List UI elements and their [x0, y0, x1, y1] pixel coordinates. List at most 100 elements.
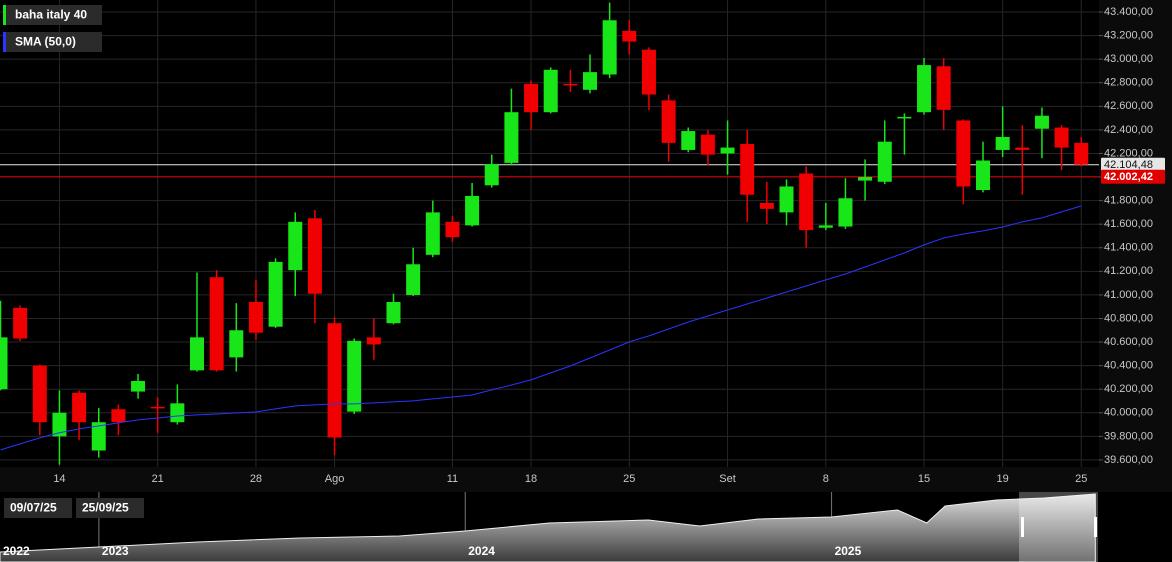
navigator-window — [1019, 492, 1098, 562]
navigator-year-label: 2022 — [3, 544, 30, 558]
navigator-handle[interactable] — [1094, 517, 1097, 537]
candle-body — [170, 403, 185, 423]
candle-body — [190, 337, 204, 371]
grid — [0, 0, 1099, 467]
candle-body — [327, 323, 342, 438]
candle-body — [268, 261, 283, 327]
candle-body — [583, 72, 597, 90]
y-tick-label: 41.200,00 — [1104, 265, 1153, 277]
candle-body — [995, 136, 1010, 150]
candle-body — [52, 412, 67, 437]
candle-body — [131, 380, 146, 392]
candle-body — [681, 131, 696, 150]
candle-body — [543, 69, 558, 113]
y-tick-label: 41.000,00 — [1104, 289, 1153, 301]
candle-body — [465, 195, 480, 226]
candle-body — [917, 65, 932, 113]
x-tick-label: Set — [719, 473, 736, 485]
candle-body — [0, 337, 8, 390]
price-tag-label: 42.104,48 — [1104, 159, 1153, 171]
candle-body — [524, 83, 539, 113]
candle-body — [563, 83, 578, 86]
candle-body — [307, 218, 322, 294]
sma-line — [0, 205, 1082, 451]
candle-body — [936, 66, 951, 110]
candle-body — [661, 100, 676, 143]
y-tick-label: 40.200,00 — [1104, 383, 1153, 395]
y-tick-label: 43.400,00 — [1104, 6, 1153, 18]
legend-box — [3, 5, 102, 25]
candle-body — [720, 147, 735, 154]
plot — [0, 2, 1099, 465]
legend-box — [3, 32, 102, 52]
candle-body — [347, 340, 362, 412]
x-tick-label: 28 — [250, 473, 262, 485]
candle-body — [484, 164, 499, 186]
candle-body — [32, 365, 47, 423]
y-tick-label: 39.800,00 — [1104, 430, 1153, 442]
x-tick-label: 18 — [525, 473, 537, 485]
y-tick-label: 39.600,00 — [1104, 454, 1153, 466]
candle-body — [799, 173, 814, 231]
legend-label: baha italy 40 — [15, 8, 87, 22]
price-tag — [1101, 169, 1165, 184]
x-tick-label: 21 — [152, 473, 164, 485]
candle-body — [209, 277, 224, 371]
y-tick-label: 41.800,00 — [1104, 195, 1153, 207]
candle-body — [248, 301, 263, 333]
candle-body — [366, 337, 381, 345]
x-tick-label: 14 — [53, 473, 65, 485]
candle-body — [445, 221, 460, 238]
candle-body — [858, 177, 873, 181]
navigator-year-label: 2023 — [102, 544, 129, 558]
y-tick-label: 43.200,00 — [1104, 30, 1153, 42]
axes: 39.600,00 39.800,00 40.000,00 40.200,00 40.4… — [53, 6, 1153, 485]
candle-body — [111, 409, 126, 423]
y-tick-label: 42.200,00 — [1104, 147, 1153, 159]
candle-body — [877, 141, 892, 182]
navigator-handle[interactable] — [1021, 517, 1024, 537]
candle-body — [622, 30, 637, 42]
candle-body — [504, 112, 519, 163]
candle-body — [229, 330, 244, 358]
y-tick-label: 40.000,00 — [1104, 407, 1153, 419]
navigator: 2022 2023 2024 2025 09/07/25 25/09/25 — [0, 492, 1172, 562]
x-axis-strip — [0, 467, 1099, 492]
candle-body — [406, 264, 421, 296]
y-tick-label: 42.600,00 — [1104, 100, 1153, 112]
x-tick-label: 25 — [623, 473, 635, 485]
price-tag — [1101, 157, 1165, 172]
range-label-box — [4, 498, 72, 518]
candle-body — [288, 221, 303, 271]
x-tick-label: 19 — [997, 473, 1009, 485]
candle-body — [779, 186, 794, 213]
range-label: 09/07/25 — [10, 501, 57, 515]
navigator-year-label: 2025 — [835, 544, 862, 558]
candle-body — [1034, 115, 1049, 129]
range-label-box — [76, 498, 144, 518]
candle-body — [13, 307, 28, 339]
navigator-area — [0, 493, 1096, 562]
y-axis-strip — [1099, 0, 1172, 492]
candle-body — [641, 49, 656, 95]
candle-body — [838, 198, 853, 227]
price-tag-label: 42.002,42 — [1104, 171, 1153, 183]
candle-body — [150, 406, 165, 409]
y-tick-label: 40.600,00 — [1104, 336, 1153, 348]
legend-label: SMA (50,0) — [15, 35, 76, 49]
x-tick-label: 8 — [823, 473, 829, 485]
candle-body — [897, 116, 912, 119]
candle-body — [956, 120, 971, 187]
y-tick-label: 41.400,00 — [1104, 242, 1153, 254]
candle-body — [740, 144, 755, 195]
candle-body — [976, 160, 990, 191]
candle-body — [72, 392, 87, 423]
candle-body — [602, 20, 617, 75]
y-tick-label: 40.400,00 — [1104, 360, 1153, 372]
candle-body — [1074, 142, 1089, 165]
y-tick-label: 42.800,00 — [1104, 77, 1153, 89]
candle-body — [700, 134, 715, 155]
